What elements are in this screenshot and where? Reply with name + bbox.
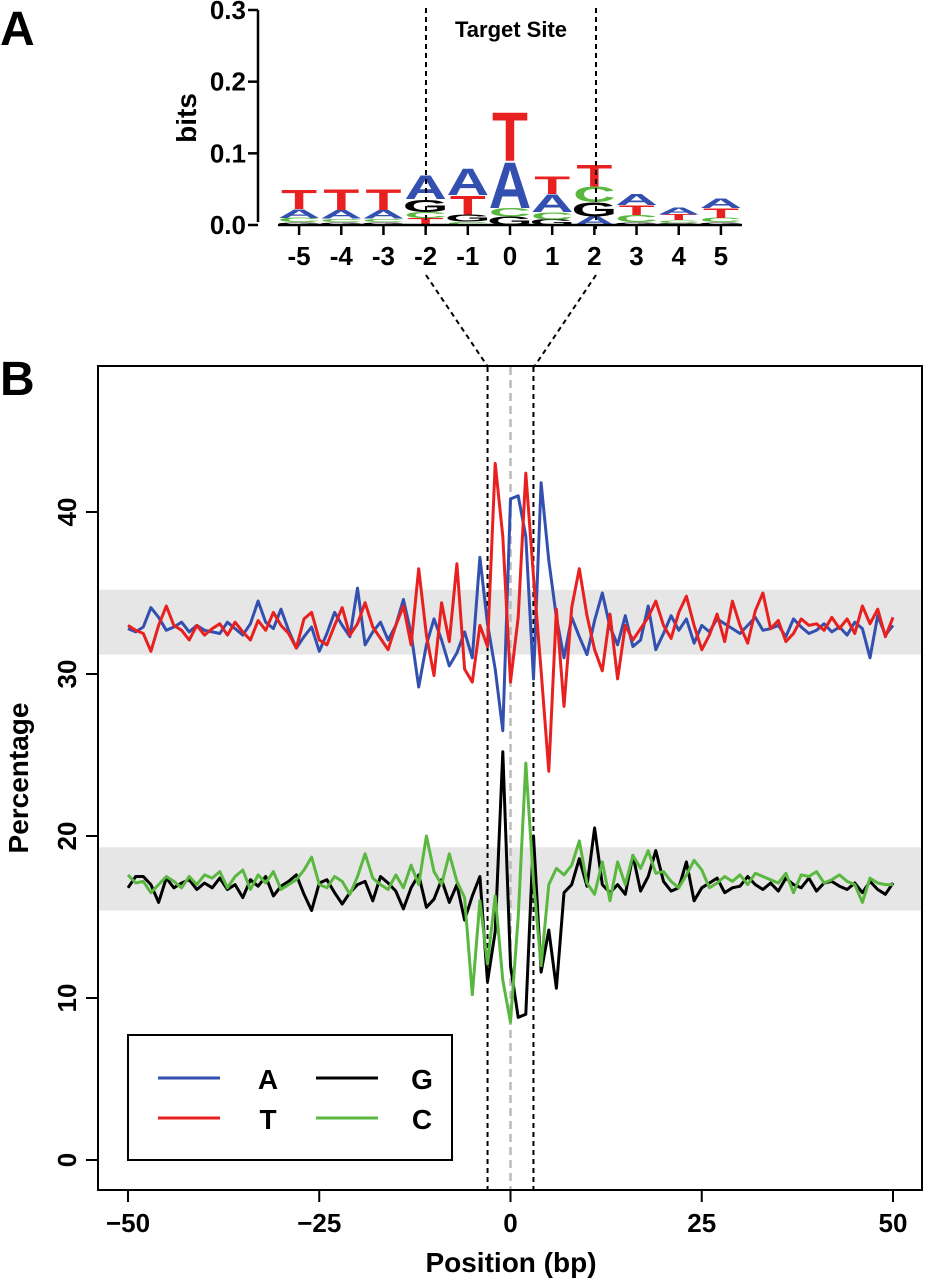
logo-letter-a: A: [700, 195, 742, 211]
y-tick-label: 0: [52, 1153, 82, 1167]
logo-x-tick-label: -4: [330, 241, 354, 271]
logo-letter-t: T: [703, 205, 739, 221]
logo-letter-t: T: [365, 183, 401, 216]
logo-letter-a: A: [531, 190, 573, 218]
series-lines: [126, 461, 895, 1024]
logo-letter-g: G: [529, 218, 575, 227]
logo-letter-a: A: [489, 150, 531, 223]
logo-letter-t: T: [281, 184, 317, 215]
logo-letter-c: C: [489, 206, 531, 219]
logo-letter-g: G: [614, 221, 660, 225]
logo-letter-t: T: [576, 158, 612, 194]
legend: A T G C: [127, 1034, 453, 1161]
logo-letter-a: A: [615, 191, 657, 209]
logo-x-tick-label: -1: [456, 241, 479, 271]
logo-letter-c: C: [615, 213, 657, 224]
logo-letter-g: G: [698, 221, 744, 225]
logo-y-tick-label: 0.0: [210, 210, 246, 240]
logo-letter-a: A: [278, 207, 320, 220]
panel-a-label: A: [0, 3, 35, 56]
sequence-logo-panel: GCATGCATGCATTCGACGTAGCATGCATAGCTGCTAGCTA…: [171, 0, 744, 271]
logo-x-tick-label: 2: [587, 241, 601, 271]
x-tick-label: −50: [106, 1208, 150, 1238]
x-tick-label: 50: [879, 1208, 908, 1238]
y-axis-ticks: 0 10 20 30 40: [52, 498, 98, 1167]
logo-letter-a: A: [362, 208, 404, 221]
legend-box: [127, 1034, 453, 1161]
y-tick-label: 20: [52, 822, 82, 851]
logo-letter-c: C: [700, 217, 742, 224]
logo-y-tick-label: 0.3: [210, 0, 246, 25]
target-site-annotation: Target Site: [455, 17, 567, 42]
series-line-t: [127, 461, 895, 773]
legend-label-c: C: [412, 1104, 432, 1135]
logo-x-ticks: -5 -4 -3 -2 -1 0 1 2 3 4 5: [288, 225, 728, 271]
x-tick-label: −25: [297, 1208, 341, 1238]
y-tick-label: 10: [52, 984, 82, 1013]
logo-letter-t: T: [534, 172, 570, 200]
logo-letter-g: G: [318, 221, 364, 225]
series-line-c: [126, 761, 893, 1024]
x-axis-ticks: −50 −25 0 25 50: [106, 1189, 908, 1238]
logo-letter-g: G: [445, 212, 491, 223]
y-tick-label: 30: [52, 660, 82, 689]
logo-letters: GCATGCATGCATTCGACGTAGCATGCATAGCTGCTAGCTA…: [276, 98, 744, 228]
logo-x-tick-label: -5: [288, 241, 311, 271]
y-tick-label: 40: [52, 498, 82, 527]
logo-letter-c: C: [657, 219, 699, 223]
connector-right-line: [533, 274, 597, 368]
legend-label-a: A: [258, 1064, 278, 1095]
line-chart-panel: −50 −25 0 25 50 0 10 20 30 40 Position (bp) Perc…: [3, 365, 923, 1278]
legend-label-t: T: [259, 1104, 276, 1135]
logo-letter-c: C: [278, 217, 320, 224]
logo-letter-a: A: [447, 161, 489, 203]
logo-letter-c: C: [362, 218, 404, 224]
logo-y-axis-title: bits: [171, 93, 202, 143]
logo-x-tick-label: -2: [414, 241, 437, 271]
logo-x-tick-label: 5: [714, 241, 728, 271]
y-axis-title: Percentage: [3, 703, 34, 854]
logo-letter-t: T: [408, 216, 444, 227]
logo-letter-g: G: [571, 199, 617, 221]
logo-letter-t: T: [450, 190, 486, 220]
logo-letter-c: C: [573, 183, 615, 207]
logo-letter-g: G: [361, 221, 407, 225]
x-tick-label: 25: [687, 1208, 716, 1238]
logo-x-tick-label: 1: [545, 241, 559, 271]
logo-x-tick-label: 4: [671, 241, 686, 271]
logo-y-tick-label: 0.2: [210, 67, 246, 97]
logo-x-tick-label: 3: [629, 241, 643, 271]
logo-letter-a: A: [657, 205, 699, 216]
logo-letter-c: C: [320, 218, 362, 224]
logo-letter-t: T: [661, 213, 697, 222]
logo-x-tick-label: 0: [503, 241, 517, 271]
logo-letter-c: C: [447, 220, 489, 226]
series-line-g: [126, 750, 895, 1019]
logo-letter-a: A: [320, 208, 362, 221]
logo-letter-t: T: [492, 98, 528, 176]
logo-letter-t: T: [323, 183, 359, 216]
x-axis-title: Position (bp): [425, 1247, 596, 1278]
x-tick-label: 0: [503, 1208, 517, 1238]
legend-label-g: G: [411, 1064, 433, 1095]
logo-letter-g: G: [276, 221, 322, 225]
logo-letter-c: C: [531, 210, 573, 221]
panel-b-label: B: [0, 353, 35, 406]
logo-y-ticks: 0.0 0.1 0.2 0.3: [210, 0, 258, 240]
logo-x-tick-label: -3: [372, 241, 395, 271]
logo-y-tick-label: 0.1: [210, 138, 246, 168]
series-line-a: [127, 481, 895, 733]
connector-left-line: [425, 274, 489, 368]
logo-letter-t: T: [619, 203, 655, 219]
